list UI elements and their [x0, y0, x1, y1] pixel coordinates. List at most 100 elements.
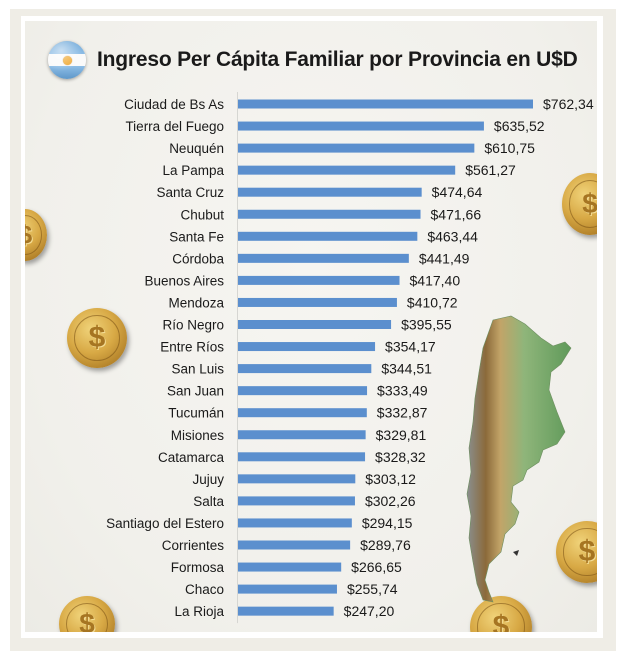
bar — [238, 297, 397, 307]
bar — [238, 209, 421, 219]
category-label: Chaco — [185, 582, 224, 597]
category-label: Tierra del Fuego — [125, 119, 224, 134]
bar-row: San Luis $344,51 — [171, 361, 432, 377]
value-label: $395,55 — [401, 317, 452, 333]
value-label: $410,72 — [407, 294, 458, 310]
bar — [238, 99, 533, 109]
value-label: $303,12 — [365, 471, 416, 487]
category-label: La Pampa — [162, 163, 224, 178]
value-label: $289,76 — [360, 537, 411, 553]
category-label: Ciudad de Bs As — [124, 97, 224, 112]
category-label: Santiago del Estero — [106, 516, 224, 531]
bar-row: Santiago del Estero $294,15 — [106, 515, 412, 531]
value-label: $441,49 — [419, 250, 470, 266]
value-label: $247,20 — [344, 603, 395, 619]
argentina-map-icon — [466, 315, 572, 603]
value-label: $332,87 — [377, 405, 428, 421]
bar-row: Chubut $471,66 — [180, 206, 481, 222]
value-label: $266,65 — [351, 559, 402, 575]
value-label: $561,27 — [465, 162, 516, 178]
category-label: Córdoba — [172, 251, 224, 266]
bar-row: Catamarca $328,32 — [158, 449, 426, 465]
category-label: Río Negro — [162, 318, 224, 333]
value-label: $344,51 — [381, 361, 432, 377]
bar-row: Mendoza $410,72 — [168, 294, 457, 310]
bar — [238, 584, 337, 594]
bar — [238, 342, 376, 352]
bar — [238, 474, 356, 484]
bar-row: Formosa $266,65 — [171, 559, 402, 575]
bar-row: Entre Ríos $354,17 — [160, 339, 436, 355]
category-label: La Rioja — [174, 604, 224, 619]
value-label: $354,17 — [385, 339, 436, 355]
category-label: Chubut — [180, 207, 224, 222]
bar — [238, 562, 342, 572]
bar — [238, 320, 392, 329]
bar — [238, 253, 409, 263]
bar — [238, 275, 400, 285]
bar — [238, 143, 475, 153]
gold-coin-icon: $ — [67, 308, 127, 368]
bar — [238, 452, 366, 462]
value-label: $635,52 — [494, 118, 545, 134]
value-label: $417,40 — [410, 272, 461, 288]
bar-row: Jujuy $303,12 — [192, 471, 416, 487]
category-label: Buenos Aires — [144, 273, 224, 288]
bar — [238, 121, 484, 131]
bar-row: Misiones $329,81 — [171, 427, 427, 443]
bar-row: Tierra del Fuego $635,52 — [125, 118, 544, 134]
bar — [238, 430, 366, 440]
bar — [238, 187, 422, 197]
category-label: Corrientes — [162, 538, 225, 553]
bar-row: Corrientes $289,76 — [162, 537, 411, 553]
category-label: Tucumán — [168, 406, 224, 421]
category-label: Mendoza — [168, 295, 224, 310]
value-label: $610,75 — [484, 140, 535, 156]
chart-title: Ingreso Per Cápita Familiar por Provinci… — [97, 48, 578, 71]
bar — [238, 518, 352, 528]
category-label: San Luis — [171, 362, 224, 377]
bar — [238, 540, 351, 550]
bar-row: San Juan $333,49 — [167, 383, 428, 399]
bar-row: Santa Cruz $474,64 — [156, 184, 482, 200]
value-label: $328,32 — [375, 449, 426, 465]
bar — [238, 364, 372, 374]
bar — [238, 496, 355, 506]
bar-row: Tucumán $332,87 — [168, 405, 427, 421]
value-label: $329,81 — [376, 427, 427, 443]
bar-chart: Ciudad de Bs As $762,34 Tierra del Fuego $6… — [106, 92, 594, 624]
category-label: Neuquén — [169, 141, 224, 156]
category-label: Santa Fe — [169, 229, 224, 244]
value-label: $762,34 — [543, 96, 594, 112]
category-label: Formosa — [171, 560, 225, 575]
category-label: Jujuy — [192, 472, 224, 487]
bar — [238, 165, 456, 175]
bar-row: Salta $302,26 — [193, 493, 416, 509]
bar — [238, 606, 334, 616]
value-label: $474,64 — [432, 184, 483, 200]
category-label: Catamarca — [158, 450, 225, 465]
bar-row: Río Negro $395,55 — [162, 317, 451, 333]
gold-coin-icon: $ — [25, 209, 47, 261]
value-label: $294,15 — [362, 515, 413, 531]
bar-row: Buenos Aires $417,40 — [144, 272, 460, 288]
category-label: Entre Ríos — [160, 340, 224, 355]
bar — [238, 408, 367, 418]
category-label: Salta — [193, 494, 224, 509]
value-label: $333,49 — [377, 383, 428, 399]
bar-row: Santa Fe $463,44 — [169, 228, 478, 244]
bar-row: Córdoba $441,49 — [172, 250, 469, 266]
value-label: $463,44 — [427, 228, 478, 244]
bar — [238, 386, 368, 396]
bar-row: La Rioja $247,20 — [174, 603, 394, 619]
category-label: Santa Cruz — [156, 185, 224, 200]
value-label: $302,26 — [365, 493, 416, 509]
bar-row: Neuquén $610,75 — [169, 140, 535, 156]
category-label: San Juan — [167, 384, 224, 399]
value-label: $255,74 — [347, 581, 398, 597]
bar-row: Ciudad de Bs As $762,34 — [124, 96, 594, 112]
bar — [238, 231, 418, 241]
value-label: $471,66 — [431, 206, 482, 222]
bar-row: La Pampa $561,27 — [162, 162, 516, 178]
infographic-canvas: $ $ $ $ $ $ Ingreso Per Cápita Familiar … — [25, 21, 597, 632]
